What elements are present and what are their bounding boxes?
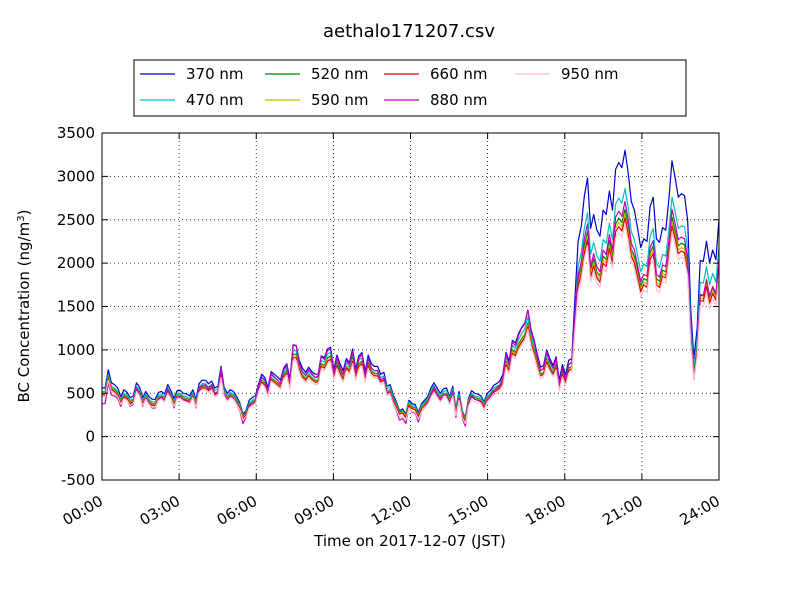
y-tick-label: 1500: [57, 298, 95, 316]
x-tick-label: 21:00: [599, 492, 645, 529]
ticks: 00:00 03:00 06:00 09:00 12:00 15:00 18:00 21:00…: [57, 124, 723, 529]
series-line-590-nm: [102, 213, 719, 421]
legend-label: 880 nm: [430, 91, 488, 109]
y-tick-label: 3000: [57, 167, 95, 185]
series-line-470-nm: [102, 187, 719, 419]
x-tick-label: 18:00: [522, 492, 568, 529]
y-tick-label: 2000: [57, 254, 95, 272]
x-tick-label: 03:00: [137, 492, 183, 529]
legend-label: 950 nm: [561, 65, 619, 83]
legend-box: [133, 59, 687, 117]
y-tick-label: 0: [85, 428, 95, 446]
series-line-950-nm: [102, 223, 719, 425]
legend-label: 370 nm: [186, 65, 244, 83]
y-tick-label: 2500: [57, 211, 95, 229]
legend: 370 nm 470 nm 520 nm 590 nm 660 nm 880 nm 950 …: [133, 59, 687, 117]
series-group: [102, 149, 719, 427]
y-tick-label: -500: [61, 471, 95, 489]
series-line-520-nm: [102, 208, 719, 420]
x-axis-label: Time on 2017-12-07 (JST): [313, 532, 506, 550]
x-tick-label: 00:00: [60, 492, 106, 529]
x-tick-label: 24:00: [677, 492, 723, 529]
grid: [102, 133, 719, 480]
legend-label: 520 nm: [311, 65, 369, 83]
chart-title: aethalo171207.csv: [323, 21, 495, 42]
y-tick-label: 1000: [57, 341, 95, 359]
series-line-370-nm: [102, 149, 719, 419]
y-tick-label: 3500: [57, 124, 95, 142]
legend-label: 590 nm: [311, 91, 369, 109]
y-axis-label: BC Concentration (ng/m3): [15, 210, 33, 403]
x-tick-label: 09:00: [291, 492, 337, 529]
y-tick-label: 500: [66, 384, 95, 402]
legend-label: 470 nm: [186, 91, 244, 109]
x-tick-label: 15:00: [445, 492, 491, 529]
x-tick-label: 06:00: [214, 492, 260, 529]
legend-label: 660 nm: [430, 65, 488, 83]
series-line-660-nm: [102, 217, 719, 422]
x-tick-label: 12:00: [368, 492, 414, 529]
